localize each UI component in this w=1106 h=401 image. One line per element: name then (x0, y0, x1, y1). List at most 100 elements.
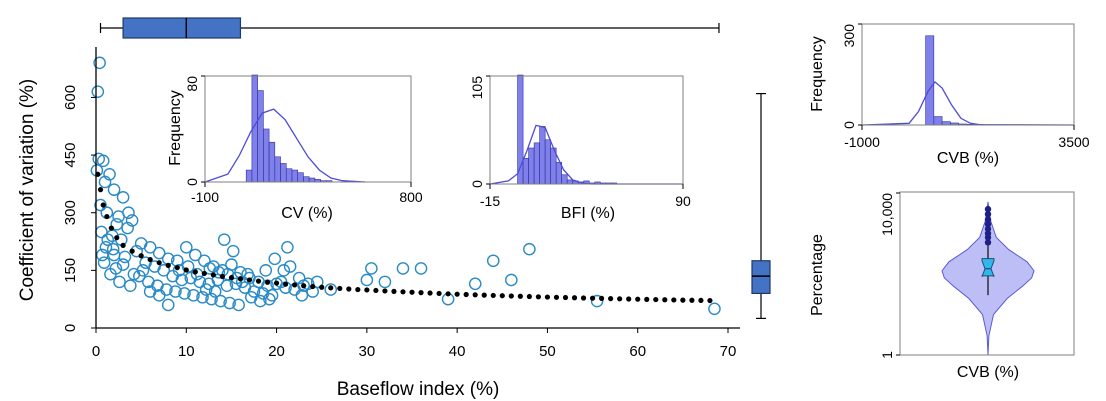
scatter-point (292, 271, 306, 285)
histogram-bar (297, 172, 304, 183)
scatter-point (378, 275, 392, 289)
trend-point (129, 248, 135, 254)
y-tick-label: 150 (62, 258, 79, 283)
cv-histogram-bars (245, 74, 333, 183)
cv-histogram-y-title: Frequency (167, 90, 184, 166)
trend-point (617, 296, 623, 302)
scatter-point (203, 262, 217, 275)
histogram-bar (925, 35, 935, 126)
violin-boxplot (981, 245, 995, 296)
cvb-histogram-ticks: -1000 3500 0 300 (841, 23, 1090, 150)
scatter-point (97, 256, 111, 269)
x-tick-label: 60 (629, 343, 646, 360)
x-tick-label: 30 (359, 343, 376, 360)
violin-outlier-point (984, 220, 992, 228)
trend-point (409, 289, 415, 295)
scatter-point (175, 273, 189, 287)
trend-point (319, 284, 325, 290)
trend-point (183, 267, 189, 273)
trend-point (219, 273, 225, 280)
scatter-point (169, 285, 182, 298)
fit-curve (204, 108, 366, 183)
histogram-bar (544, 139, 551, 185)
trend-point (346, 286, 352, 292)
scatter-point (505, 273, 518, 287)
trend-point (292, 282, 298, 288)
scatter-point (590, 294, 604, 308)
fit-curve (489, 124, 683, 185)
trend-point (283, 281, 289, 287)
trend-point (418, 290, 424, 296)
bfi-histogram-background (470, 75, 690, 183)
scatter-point (107, 248, 121, 262)
scatter-point (116, 191, 130, 204)
trend-point (165, 262, 171, 268)
scatter-point (94, 198, 107, 212)
trend-point (580, 295, 587, 301)
trend-point (626, 296, 632, 302)
scatter-point (113, 275, 126, 289)
y-tick-label: 0 (184, 178, 200, 186)
y-tick-label: 1 (879, 351, 895, 359)
trend-line (95, 171, 713, 304)
histogram-bar (941, 121, 951, 126)
scatter-point (208, 285, 222, 298)
scatter-point (133, 269, 146, 283)
trend-point (100, 202, 106, 208)
trend-point (364, 287, 370, 293)
bfi-histogram-ticks: -15 90 0 105 (469, 75, 691, 209)
trend-point (481, 292, 487, 298)
main-x-ticks: 0 10 20 30 40 50 60 70 (92, 328, 736, 360)
top-box-body (122, 17, 242, 39)
histogram-bar (274, 156, 281, 183)
scatter-point (217, 233, 231, 246)
histogram-bar (245, 169, 253, 183)
histogram-bar (280, 163, 287, 183)
scatter-point (181, 260, 195, 273)
trend-point (201, 270, 207, 277)
x-tick-label: -1000 (844, 134, 880, 150)
bfi-histogram-inset: -15 90 0 105 BFI (%) (469, 74, 691, 222)
trend-point (472, 292, 478, 298)
fit-curve (861, 80, 1075, 126)
scatter-point (157, 264, 171, 277)
y-tick-label: 0 (841, 121, 857, 129)
scatter-point (196, 290, 209, 304)
trend-point (210, 272, 216, 278)
trend-point (608, 296, 614, 302)
trend-point (120, 242, 126, 248)
x-tick-label: 3500 (1058, 134, 1089, 150)
scatter-point (254, 294, 267, 308)
trend-point (680, 297, 686, 303)
trend-point (147, 256, 153, 263)
main-scatter-plot: 0 10 20 30 40 50 60 70 0 150 300 450 600 Baseflow i… (17, 17, 771, 400)
scatter-point (205, 292, 218, 306)
trend-point (273, 280, 280, 286)
y-tick-label: 600 (62, 85, 79, 110)
trend-point (255, 278, 262, 284)
scatter-point (281, 240, 294, 254)
scatter-point (143, 240, 157, 254)
violin-outlier-point (984, 210, 992, 218)
trend-point (454, 291, 460, 297)
trend-point (499, 293, 505, 299)
scatter-point (116, 258, 130, 271)
histogram-bar (561, 174, 568, 185)
y-tick-label: 10,000 (879, 193, 895, 236)
scatter-point (104, 267, 117, 281)
scatter-point (91, 85, 105, 98)
scatter-point (98, 175, 112, 189)
trend-point (599, 295, 605, 302)
scatter-point (232, 298, 245, 312)
main-y-axis-title: Coefficient of variation (%) (17, 79, 38, 301)
main-y-ticks: 0 150 300 450 600 (62, 85, 96, 332)
histogram-bar (291, 169, 299, 183)
y-tick-label: 0 (62, 324, 79, 332)
scatter-point (360, 273, 374, 287)
trend-point (526, 293, 532, 300)
trend-point (571, 295, 578, 301)
trend-point (237, 276, 244, 282)
scatter-point (295, 289, 309, 302)
trend-point (707, 297, 713, 304)
trend-point (301, 283, 307, 289)
